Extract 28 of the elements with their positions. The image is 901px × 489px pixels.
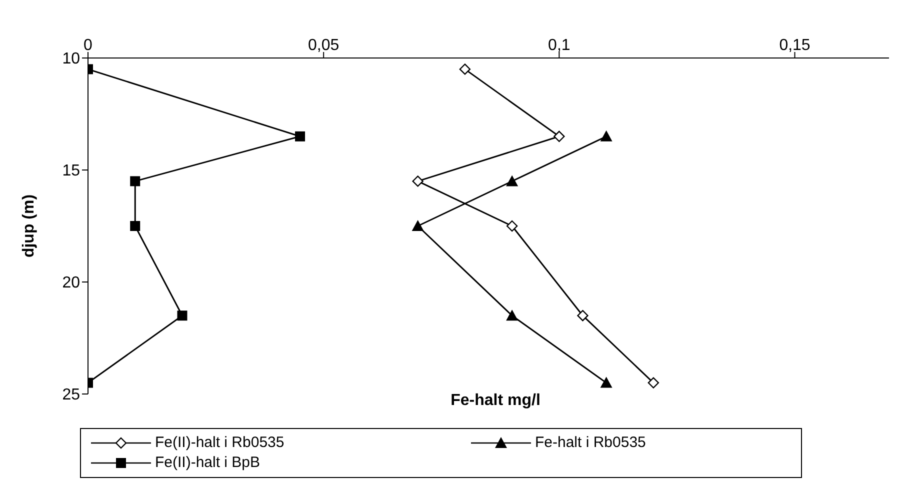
y-tick-label: 15 xyxy=(62,162,80,180)
point xyxy=(459,64,471,75)
point xyxy=(577,310,588,322)
point xyxy=(412,220,424,231)
point xyxy=(295,131,306,142)
legend-label: Fe-halt i Rb0535 xyxy=(534,433,647,453)
y-tick-label: 10 xyxy=(62,50,80,68)
point xyxy=(554,130,565,142)
y-axis-title: djup (m) xyxy=(20,194,38,258)
point xyxy=(412,176,424,187)
y-tick-label: 20 xyxy=(62,274,80,292)
x-tick-label: 0,1 xyxy=(548,37,570,54)
point xyxy=(177,310,188,321)
point xyxy=(600,130,612,142)
point xyxy=(648,377,660,388)
y-tick-label: 25 xyxy=(62,386,80,404)
point xyxy=(130,221,140,231)
x-tick-label: 0 xyxy=(84,37,93,54)
point xyxy=(506,175,518,186)
point xyxy=(600,376,612,388)
legend-label: Fe(II)-halt i Rb0535 xyxy=(154,433,286,453)
point xyxy=(506,220,518,232)
legend-label: Fe(II)-halt i BpB xyxy=(154,453,262,473)
point xyxy=(506,310,518,321)
x-tick-label: 0,05 xyxy=(308,37,340,54)
x-axis-title: Fe-halt mg/l xyxy=(450,392,540,409)
point xyxy=(130,176,140,186)
x-tick-label: 0,15 xyxy=(779,37,810,54)
